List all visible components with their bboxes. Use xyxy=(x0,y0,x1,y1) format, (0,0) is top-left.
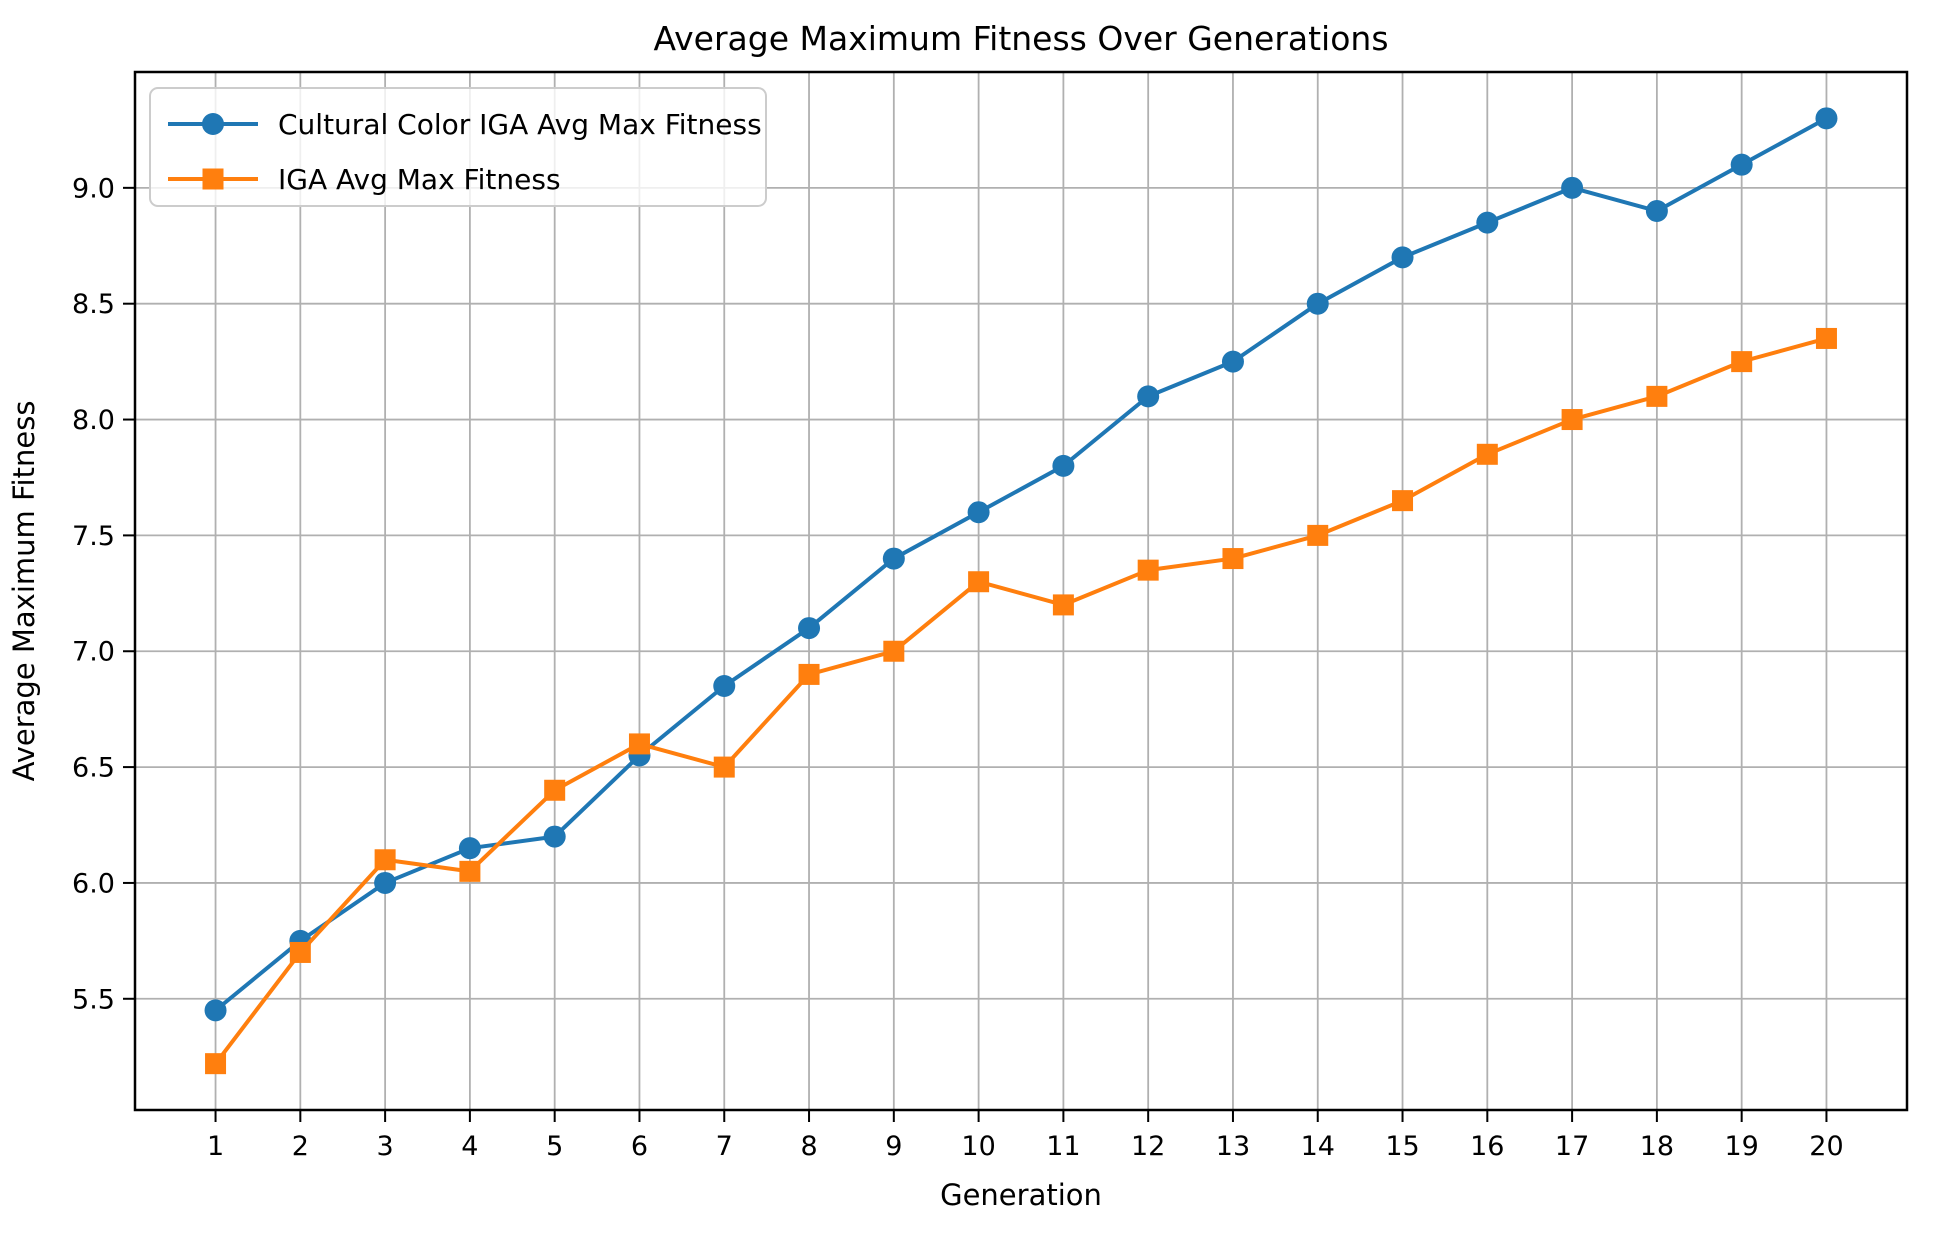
x-tick-label: 18 xyxy=(1640,1131,1674,1162)
circle-marker xyxy=(458,837,481,860)
plot-area xyxy=(135,72,1907,1110)
y-axis-ticks: 5.5 6.0 6.5 7.0 7.5 8.0 8.5 9.0 xyxy=(72,173,135,1015)
y-tick-label: 8.5 xyxy=(72,289,115,320)
chart-title: Average Maximum Fitness Over Generations xyxy=(653,19,1388,58)
x-tick-label: 17 xyxy=(1555,1131,1589,1162)
x-tick-label: 2 xyxy=(292,1131,309,1162)
series-line-1 xyxy=(213,336,1829,1066)
y-tick-label: 7.0 xyxy=(72,637,115,668)
circle-marker xyxy=(1052,454,1075,477)
square-marker xyxy=(544,779,566,801)
y-axis-label: Average Maximum Fitness xyxy=(7,401,41,782)
legend-box xyxy=(149,87,767,207)
square-marker xyxy=(1392,490,1414,512)
circle-marker xyxy=(374,871,397,894)
x-tick-label: 4 xyxy=(461,1131,478,1162)
x-tick-label: 16 xyxy=(1470,1131,1504,1162)
square-marker xyxy=(628,733,650,755)
circle-marker xyxy=(202,113,224,135)
square-marker xyxy=(968,571,990,593)
square-marker xyxy=(713,756,735,778)
circle-marker xyxy=(543,825,566,848)
circle-marker xyxy=(1645,200,1668,223)
x-tick-label: 19 xyxy=(1724,1131,1758,1162)
y-tick-label: 7.5 xyxy=(72,521,115,552)
square-marker xyxy=(205,1053,227,1075)
square-marker xyxy=(1646,385,1668,407)
circle-marker xyxy=(1137,385,1160,408)
x-tick-label: 14 xyxy=(1301,1131,1335,1162)
square-marker xyxy=(1137,559,1159,581)
square-marker xyxy=(1307,524,1329,546)
circle-marker xyxy=(1391,246,1414,269)
square-marker xyxy=(1052,594,1074,616)
x-tick-label: 1 xyxy=(207,1131,224,1162)
circle-marker xyxy=(882,547,905,570)
square-marker xyxy=(798,663,820,685)
legend-entry-label: IGA Avg Max Fitness xyxy=(278,163,561,196)
y-tick-label: 8.0 xyxy=(72,405,115,436)
y-tick-label: 5.5 xyxy=(72,984,115,1015)
x-tick-label: 5 xyxy=(546,1131,563,1162)
x-tick-label: 9 xyxy=(885,1131,902,1162)
legend-entry-label: Cultural Color IGA Avg Max Fitness xyxy=(278,108,762,141)
x-tick-label: 8 xyxy=(800,1131,817,1162)
circle-marker xyxy=(1561,176,1584,199)
y-tick-label: 6.0 xyxy=(72,868,115,899)
circle-marker xyxy=(1730,153,1753,176)
circle-marker xyxy=(1476,211,1499,234)
square-marker xyxy=(1222,548,1244,570)
circle-marker xyxy=(1815,107,1838,130)
x-axis-ticks: 1 2 3 4 5 6 7 8 9 10 11 12 13 14 15 16 17 18 19 20 xyxy=(207,1110,1844,1162)
x-tick-label: 12 xyxy=(1131,1131,1165,1162)
circle-marker xyxy=(967,501,990,524)
axes-border xyxy=(133,70,1909,1112)
grid xyxy=(135,72,1907,1110)
x-tick-label: 7 xyxy=(716,1131,733,1162)
series-line-0 xyxy=(213,116,1829,1013)
square-marker xyxy=(202,168,224,190)
legend: Cultural Color IGA Avg Max Fitness IGA Av… xyxy=(149,87,767,207)
x-tick-label: 6 xyxy=(631,1131,648,1162)
square-marker xyxy=(374,849,396,871)
square-marker xyxy=(883,640,905,662)
square-marker xyxy=(1561,409,1583,431)
square-marker xyxy=(289,941,311,963)
circle-marker xyxy=(798,617,821,640)
series-group xyxy=(204,107,1838,1075)
square-marker xyxy=(1815,327,1837,349)
y-tick-label: 6.5 xyxy=(72,753,115,784)
y-tick-label: 9.0 xyxy=(72,173,115,204)
x-tick-label: 10 xyxy=(961,1131,995,1162)
square-marker xyxy=(459,860,481,882)
circle-marker xyxy=(713,674,736,697)
x-tick-label: 3 xyxy=(377,1131,394,1162)
circle-marker xyxy=(1221,350,1244,373)
circle-marker xyxy=(1306,292,1329,315)
square-marker xyxy=(1731,351,1753,373)
x-tick-label: 13 xyxy=(1216,1131,1250,1162)
x-axis-label: Generation xyxy=(940,1178,1102,1212)
square-marker xyxy=(1476,443,1498,465)
x-tick-label: 11 xyxy=(1046,1131,1080,1162)
x-tick-label: 20 xyxy=(1809,1131,1843,1162)
circle-marker xyxy=(204,999,227,1022)
x-tick-label: 15 xyxy=(1385,1131,1419,1162)
